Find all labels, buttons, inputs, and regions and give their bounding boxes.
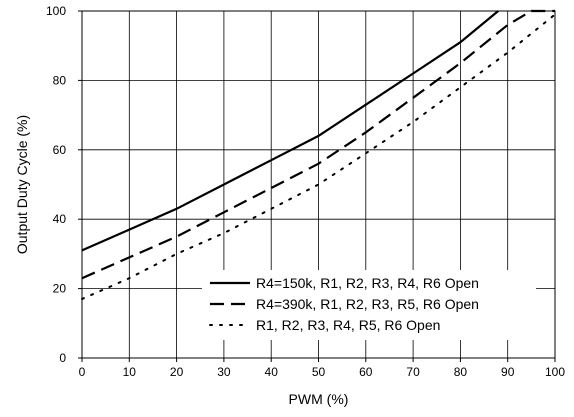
y-tick-label: 20 <box>53 282 67 296</box>
series-line-2 <box>81 9 555 280</box>
y-tick-label: 40 <box>53 212 67 226</box>
x-tick-label: 80 <box>454 365 468 379</box>
x-tick-label: 30 <box>217 365 231 379</box>
legend: R4=150k, R1, R2, R3, R4, R6 Open R4=390k,… <box>202 270 536 340</box>
x-axis-ticks: 0 10 20 30 40 50 60 70 80 90 100 <box>79 358 565 379</box>
y-axis-ticks: 0 20 40 60 80 100 <box>46 4 82 365</box>
x-tick-label: 70 <box>406 365 420 379</box>
y-tick-label: 60 <box>53 143 67 157</box>
legend-label-2: R4=390k, R1, R2, R3, R5, R6 Open <box>256 296 479 312</box>
x-axis-label: PWM (%) <box>289 391 349 407</box>
x-tick-label: 20 <box>170 365 184 379</box>
x-tick-label: 100 <box>545 365 565 379</box>
x-tick-label: 40 <box>265 365 279 379</box>
x-tick-label: 60 <box>359 365 373 379</box>
x-tick-label: 50 <box>312 365 326 379</box>
series-line-1 <box>81 10 499 252</box>
y-axis-label: Output Duty Cycle (%) <box>14 115 30 254</box>
legend-label-3: R1, R2, R3, R4, R5, R6 Open <box>256 317 440 333</box>
y-tick-label: 0 <box>59 351 66 365</box>
series-line-3 <box>81 13 556 300</box>
y-tick-label: 80 <box>53 73 67 87</box>
x-tick-label: 90 <box>501 365 515 379</box>
x-tick-label: 10 <box>123 365 137 379</box>
x-tick-label: 0 <box>79 365 86 379</box>
y-tick-label: 100 <box>46 4 66 18</box>
legend-label-1: R4=150k, R1, R2, R3, R4, R6 Open <box>256 275 479 291</box>
series-lines <box>81 9 556 300</box>
legend-box <box>202 270 536 340</box>
